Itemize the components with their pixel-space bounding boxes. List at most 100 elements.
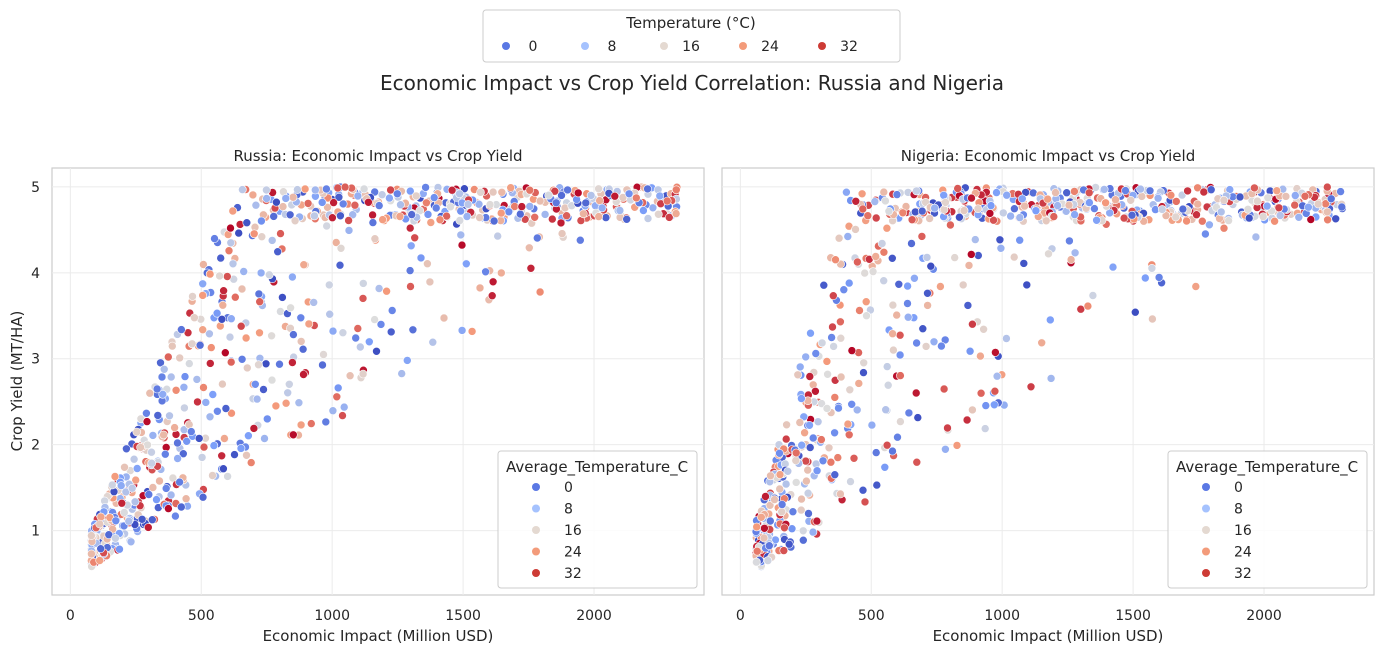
scatter-point — [881, 405, 891, 415]
scatter-point — [812, 516, 822, 526]
scatter-point — [255, 297, 265, 307]
scatter-point — [110, 472, 120, 481]
scatter-point — [124, 516, 134, 526]
scatter-point — [852, 405, 862, 415]
top-legend-label-16: 16 — [682, 39, 700, 55]
scatter-point — [251, 200, 261, 210]
scatter-point — [1219, 223, 1229, 233]
scatter-point — [333, 383, 343, 393]
top-legend: Temperature (°C) 0 8 16 24 32 — [482, 9, 901, 63]
y-tick-label: 3 — [31, 352, 40, 368]
scatter-point — [215, 271, 224, 281]
scatter-point — [227, 314, 236, 324]
scatter-point — [208, 390, 218, 399]
scatter-point — [1137, 192, 1147, 201]
scatter-point — [221, 404, 231, 413]
scatter-point — [879, 276, 889, 286]
top-legend-label-32: 32 — [840, 39, 858, 55]
scatter-point — [239, 267, 248, 276]
scatter-point — [262, 185, 271, 195]
scatter-point — [187, 427, 196, 436]
scatter-point — [431, 203, 441, 213]
scatter-point — [836, 489, 845, 499]
scatter-point — [643, 184, 652, 194]
scatter-point — [456, 206, 466, 216]
scatter-point — [853, 257, 862, 267]
scatter-point — [377, 190, 387, 199]
scatter-point — [530, 213, 540, 222]
scatter-point — [193, 397, 202, 407]
scatter-point — [152, 384, 162, 394]
scatter-point — [260, 434, 269, 443]
scatter-point — [1313, 199, 1323, 209]
x-tick-label: 500 — [858, 608, 885, 624]
scatter-point — [197, 453, 207, 462]
scatter-point — [199, 383, 208, 392]
scatter-point — [1171, 212, 1181, 222]
scatter-point — [989, 400, 999, 410]
scatter-point — [801, 352, 811, 362]
scatter-point — [992, 188, 1001, 197]
scatter-point — [205, 329, 214, 339]
scatter-point — [1253, 196, 1262, 206]
scatter-point — [940, 335, 950, 345]
scatter-point — [1270, 216, 1279, 226]
scatter-point — [328, 326, 338, 336]
scatter-point — [405, 186, 415, 196]
scatter-point — [217, 451, 226, 461]
scatter-point — [165, 411, 174, 421]
scatter-point — [777, 507, 787, 517]
scatter-point — [198, 291, 207, 300]
scatter-point — [216, 253, 225, 263]
scatter-point — [775, 448, 784, 458]
scatter-point — [917, 206, 927, 216]
scatter-point — [284, 379, 294, 389]
scatter-point — [275, 359, 284, 369]
scatter-point — [544, 190, 554, 200]
scatter-point — [1006, 211, 1015, 221]
scatter-point — [328, 213, 337, 222]
scatter-point — [834, 233, 844, 243]
scatter-point — [1198, 216, 1207, 226]
scatter-point — [804, 509, 813, 518]
scatter-point — [219, 464, 228, 474]
scatter-point — [456, 230, 466, 240]
scatter-point — [195, 340, 205, 350]
top-legend-entries: 0 8 16 24 32 — [502, 39, 858, 55]
scatter-point — [242, 450, 251, 460]
x-tick-label: 0 — [66, 608, 75, 624]
top-legend-title: Temperature (°C) — [625, 14, 755, 32]
scatter-point — [966, 250, 976, 259]
scatter-point — [332, 392, 342, 402]
scatter-point — [1216, 207, 1226, 217]
scatter-point — [1019, 259, 1029, 268]
scatter-point — [860, 268, 870, 278]
scatter-point — [234, 228, 243, 238]
legend-label-0: 0 — [564, 480, 573, 496]
scatter-point — [833, 453, 843, 462]
scatter-point — [828, 291, 838, 301]
nigeria-chart-title: Nigeria: Economic Impact vs Crop Yield — [901, 147, 1195, 165]
scatter-point — [610, 191, 620, 201]
scatter-point — [179, 382, 189, 392]
scatter-point — [358, 279, 368, 288]
scatter-point — [907, 215, 917, 224]
x-tick-label: 2000 — [1246, 608, 1282, 624]
scatter-point — [425, 277, 435, 287]
scatter-point — [194, 434, 204, 443]
scatter-point — [237, 354, 247, 364]
scatter-point — [190, 313, 199, 323]
scatter-point — [210, 234, 219, 243]
scatter-point — [226, 357, 236, 367]
scatter-point — [130, 497, 140, 507]
scatter-point — [998, 208, 1008, 218]
scatter-point — [144, 490, 154, 499]
scatter-point — [435, 215, 445, 224]
scatter-point — [967, 193, 976, 203]
scatter-point — [370, 234, 380, 243]
scatter-point — [981, 401, 991, 410]
russia-legend-title: Average_Temperature_C — [506, 458, 688, 477]
scatter-point — [791, 448, 801, 458]
scatter-point — [800, 428, 809, 438]
scatter-point — [338, 411, 347, 420]
